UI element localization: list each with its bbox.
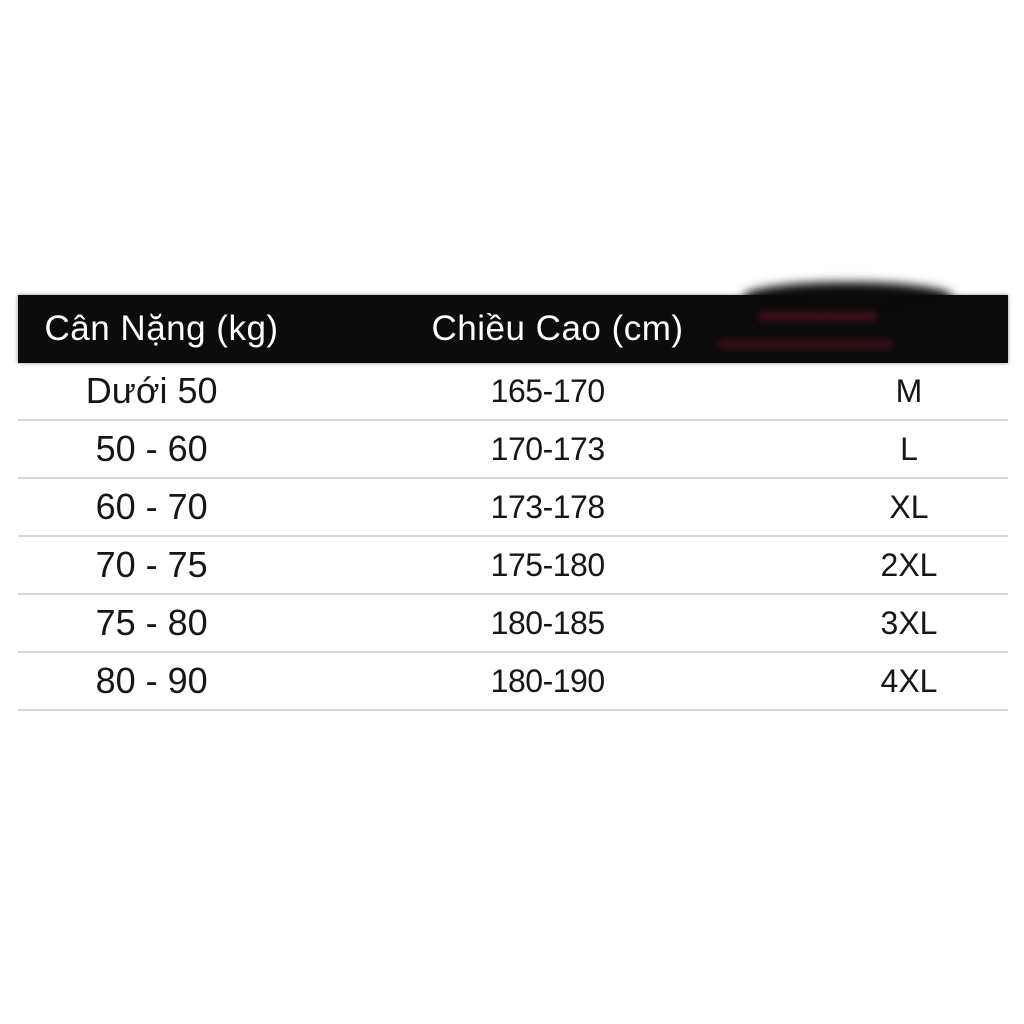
weight-value: 70 - 75 [95, 544, 208, 585]
height-value: 170-173 [490, 430, 605, 467]
size-value: 4XL [880, 662, 938, 699]
weight-value: 80 - 90 [95, 660, 208, 701]
table-row: 70 - 75 175-180 2XL [18, 537, 1008, 595]
obscured-red-mark [758, 311, 878, 322]
height-value: 180-190 [490, 662, 605, 699]
weight-value: Dưới 50 [85, 370, 218, 411]
weight-value: 60 - 70 [95, 486, 208, 527]
table-header-row: Cân Nặng (kg) Chiều Cao (cm) [18, 282, 1008, 363]
header-height-label: Chiều Cao (cm) [431, 309, 684, 348]
height-value: 175-180 [490, 546, 605, 583]
header-weight-label: Cân Nặng (kg) [44, 309, 279, 348]
height-value: 165-170 [490, 372, 605, 409]
size-value: 2XL [880, 546, 938, 583]
size-chart-table: Cân Nặng (kg) Chiều Cao (cm) Dưới 50 165… [18, 282, 1008, 711]
table-row: Dưới 50 165-170 M [18, 363, 1008, 421]
obscured-red-mark [718, 339, 893, 350]
scan-artifact-blob [743, 282, 953, 312]
table-body: Dưới 50 165-170 M 50 - 60 170-173 L 60 -… [18, 363, 1008, 711]
table-row: 80 - 90 180-190 4XL [18, 653, 1008, 711]
size-value: XL [889, 488, 929, 525]
size-value: 3XL [880, 604, 938, 641]
table-row: 50 - 60 170-173 L [18, 421, 1008, 479]
size-value: L [900, 430, 918, 467]
size-value: M [895, 372, 923, 409]
table-row: 75 - 80 180-185 3XL [18, 595, 1008, 653]
weight-value: 50 - 60 [95, 428, 208, 469]
height-value: 180-185 [490, 604, 605, 641]
table-row: 60 - 70 173-178 XL [18, 479, 1008, 537]
weight-value: 75 - 80 [95, 602, 208, 643]
height-value: 173-178 [490, 488, 605, 525]
